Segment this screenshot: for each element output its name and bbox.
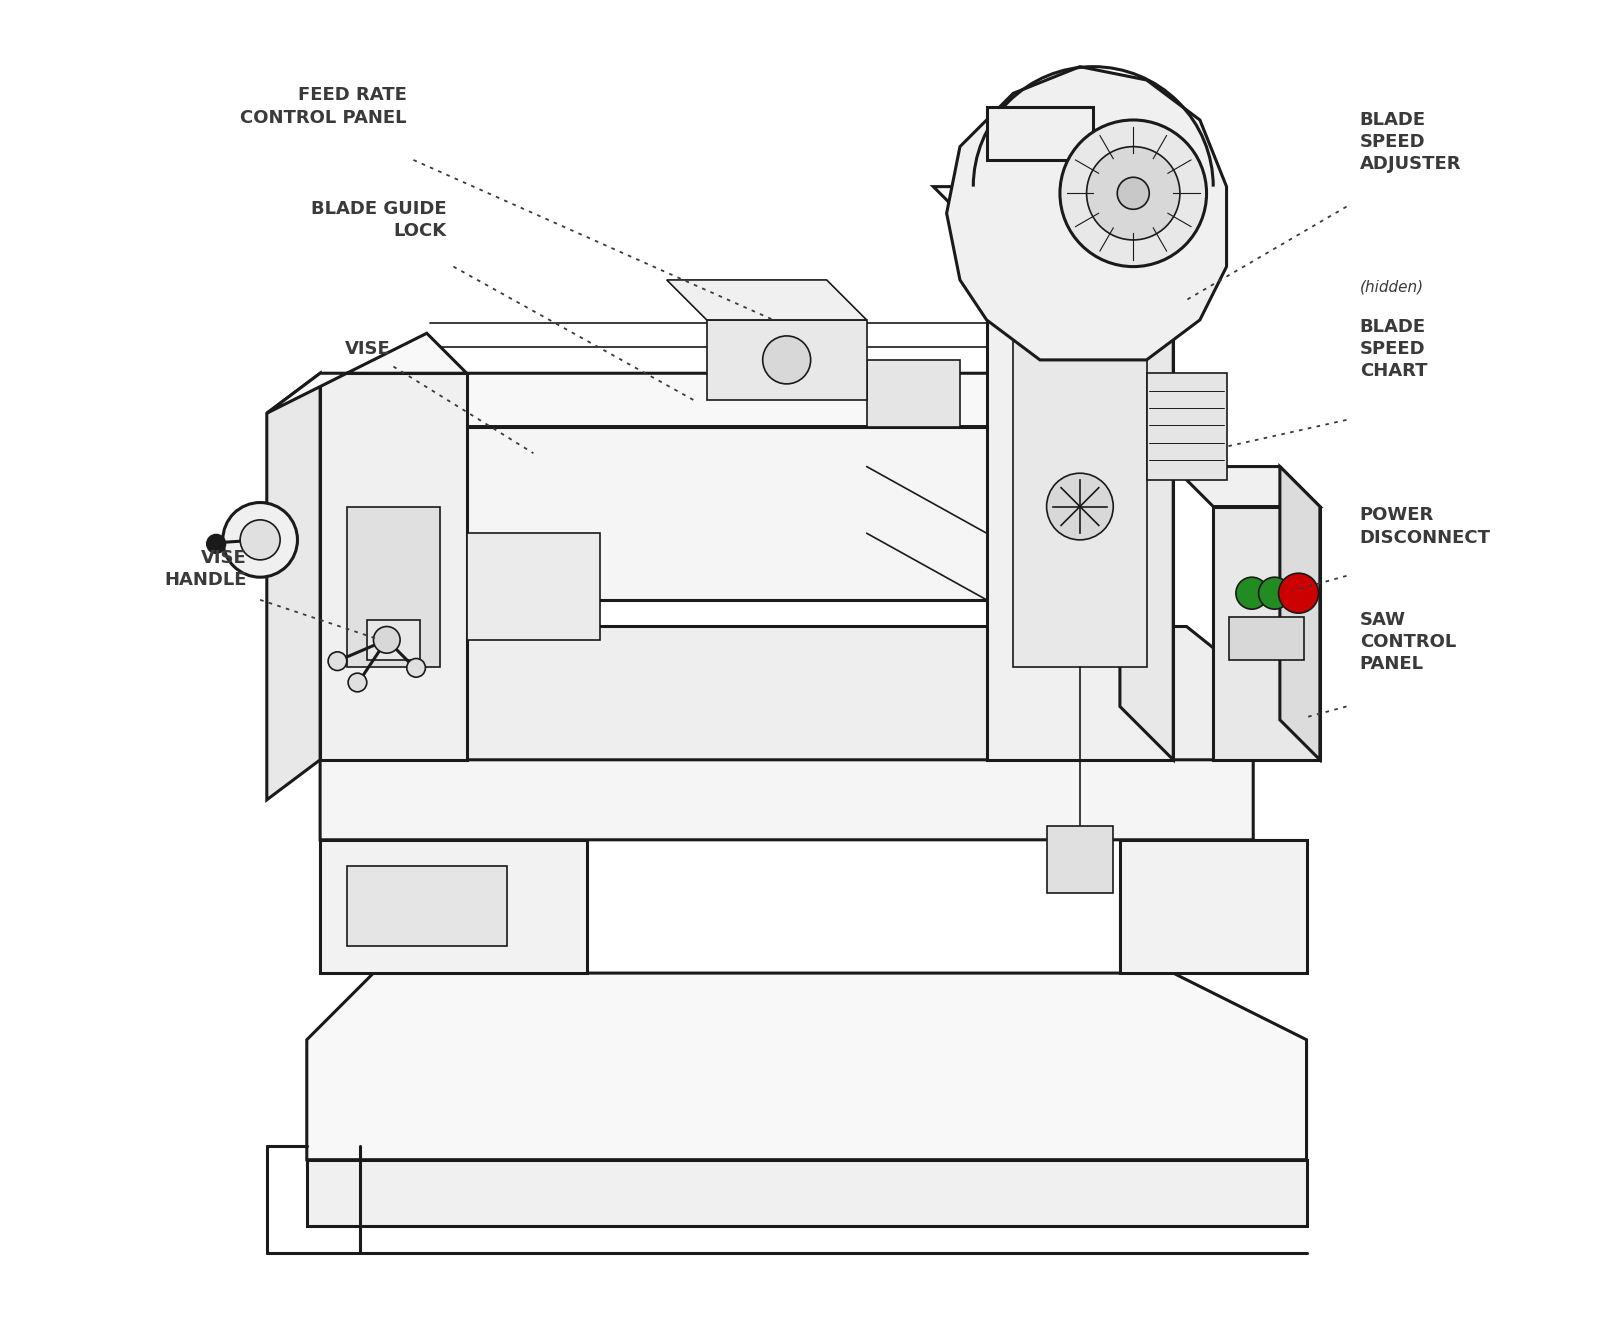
Circle shape bbox=[206, 535, 226, 553]
Polygon shape bbox=[453, 427, 1067, 600]
Polygon shape bbox=[1229, 617, 1304, 660]
Circle shape bbox=[763, 336, 811, 384]
Circle shape bbox=[1235, 577, 1267, 609]
Polygon shape bbox=[366, 620, 421, 660]
Circle shape bbox=[1117, 177, 1149, 209]
Circle shape bbox=[349, 673, 366, 692]
Circle shape bbox=[328, 652, 347, 670]
Polygon shape bbox=[467, 533, 600, 640]
Polygon shape bbox=[1013, 293, 1147, 666]
Text: BLADE GUIDE
LOCK: BLADE GUIDE LOCK bbox=[310, 200, 446, 240]
Polygon shape bbox=[933, 187, 1173, 240]
Polygon shape bbox=[1120, 187, 1173, 760]
Polygon shape bbox=[347, 866, 507, 946]
Polygon shape bbox=[320, 627, 1253, 760]
Polygon shape bbox=[1173, 467, 1320, 507]
Circle shape bbox=[1086, 147, 1179, 240]
Polygon shape bbox=[947, 67, 1227, 360]
Polygon shape bbox=[307, 1160, 1307, 1226]
Circle shape bbox=[373, 627, 400, 653]
Polygon shape bbox=[267, 333, 467, 413]
Polygon shape bbox=[320, 840, 587, 973]
Text: SAW
CONTROL
PANEL: SAW CONTROL PANEL bbox=[1360, 611, 1456, 673]
Text: VISE: VISE bbox=[346, 340, 390, 359]
Polygon shape bbox=[987, 160, 1120, 240]
Circle shape bbox=[222, 503, 298, 577]
Polygon shape bbox=[347, 507, 440, 666]
Text: (hidden): (hidden) bbox=[1360, 280, 1424, 295]
Polygon shape bbox=[987, 107, 1093, 160]
Circle shape bbox=[406, 659, 426, 677]
Polygon shape bbox=[320, 373, 467, 760]
Polygon shape bbox=[400, 427, 453, 640]
Circle shape bbox=[1046, 473, 1114, 540]
Polygon shape bbox=[867, 360, 960, 427]
Polygon shape bbox=[1046, 826, 1114, 893]
Text: POWER
DISCONNECT: POWER DISCONNECT bbox=[1360, 507, 1491, 547]
Polygon shape bbox=[320, 706, 1253, 840]
Polygon shape bbox=[1147, 373, 1227, 480]
Text: BLADE
SPEED
CHART: BLADE SPEED CHART bbox=[1360, 317, 1427, 380]
Text: BLADE
SPEED
ADJUSTER: BLADE SPEED ADJUSTER bbox=[1360, 111, 1461, 173]
Text: FEED RATE
CONTROL PANEL: FEED RATE CONTROL PANEL bbox=[240, 87, 406, 127]
Polygon shape bbox=[667, 280, 867, 320]
Circle shape bbox=[1259, 577, 1291, 609]
Circle shape bbox=[1059, 120, 1206, 267]
Polygon shape bbox=[1213, 507, 1320, 760]
Polygon shape bbox=[1280, 467, 1320, 760]
Polygon shape bbox=[707, 320, 867, 400]
Polygon shape bbox=[400, 373, 1067, 427]
Polygon shape bbox=[987, 240, 1173, 760]
Circle shape bbox=[240, 520, 280, 560]
Polygon shape bbox=[1120, 840, 1307, 973]
Polygon shape bbox=[267, 373, 320, 800]
Circle shape bbox=[1278, 573, 1318, 613]
Text: VISE
HANDLE: VISE HANDLE bbox=[165, 549, 246, 589]
Polygon shape bbox=[307, 973, 1307, 1160]
